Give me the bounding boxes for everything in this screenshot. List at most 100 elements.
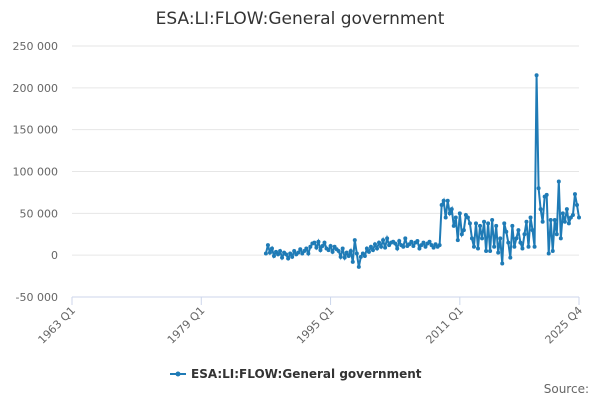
data-point: [350, 259, 355, 264]
data-point: [490, 218, 495, 223]
data-point: [421, 240, 426, 245]
data-point: [524, 219, 529, 224]
data-point: [379, 244, 384, 249]
data-point: [486, 221, 491, 226]
y-tick-label: 200 000: [13, 82, 59, 95]
data-point: [492, 244, 497, 249]
data-point: [465, 215, 470, 220]
data-point: [284, 252, 289, 257]
data-point: [330, 249, 335, 254]
data-point: [552, 218, 557, 223]
data-point: [498, 236, 503, 241]
y-tick-label: -50 000: [16, 291, 58, 304]
data-point: [455, 238, 460, 243]
data-point: [415, 238, 420, 243]
y-tick-label: 0: [51, 249, 58, 262]
data-point: [271, 254, 276, 259]
data-point: [478, 223, 483, 228]
x-tick-label: 2025 Q4: [543, 304, 586, 347]
data-point: [488, 248, 493, 253]
data-point: [381, 238, 386, 243]
data-point: [403, 236, 408, 241]
data-point: [326, 248, 331, 253]
data-point: [370, 248, 375, 253]
data-point: [484, 248, 489, 253]
y-tick-label: 250 000: [13, 40, 59, 53]
data-point: [550, 248, 555, 253]
data-point: [276, 252, 281, 257]
data-point: [512, 244, 517, 249]
data-point: [496, 250, 501, 255]
data-point: [298, 247, 303, 252]
data-point: [322, 240, 327, 245]
data-point: [520, 246, 525, 251]
data-point: [328, 243, 333, 248]
y-tick-label: 100 000: [13, 166, 59, 179]
data-point: [312, 240, 317, 245]
data-point: [471, 244, 476, 249]
data-point: [290, 254, 295, 259]
data-point: [577, 215, 581, 220]
data-point: [340, 246, 345, 251]
data-point: [280, 255, 285, 260]
data-point: [385, 236, 390, 241]
data-point: [364, 246, 369, 251]
data-point: [377, 240, 382, 245]
data-point: [265, 243, 270, 248]
data-point: [461, 228, 466, 233]
data-point: [546, 251, 551, 256]
x-tick-label: 1963 Q1: [36, 304, 79, 347]
data-point: [267, 250, 272, 255]
data-point: [314, 245, 319, 250]
data-point: [348, 248, 353, 253]
data-point: [286, 256, 291, 261]
data-point: [269, 246, 274, 251]
data-point: [288, 251, 293, 256]
data-point: [540, 219, 545, 224]
data-point: [292, 248, 297, 253]
data-point: [362, 254, 367, 259]
data-point: [574, 202, 579, 207]
data-point: [437, 243, 442, 248]
data-point: [441, 198, 446, 203]
data-point: [544, 192, 549, 197]
x-tick-label: 2011 Q1: [423, 304, 466, 347]
data-point: [342, 255, 347, 260]
data-point: [506, 240, 511, 245]
data-point: [366, 249, 371, 254]
data-point: [358, 254, 363, 259]
data-point: [522, 232, 527, 237]
data-point: [318, 248, 323, 253]
data-point: [352, 238, 357, 243]
x-tick-label: 1995 Q1: [294, 304, 337, 347]
data-point: [320, 243, 325, 248]
legend-marker: [175, 371, 181, 377]
data-point: [453, 215, 458, 220]
data-point: [570, 213, 575, 218]
data-point: [375, 246, 380, 251]
data-point: [395, 246, 400, 251]
data-point: [427, 239, 432, 244]
data-point: [451, 223, 456, 228]
data-point: [534, 73, 539, 78]
data-point: [504, 229, 509, 234]
data-point: [354, 251, 359, 256]
legend-label: ESA:LI:FLOW:General government: [191, 367, 422, 381]
data-point: [562, 219, 567, 224]
data-point: [368, 244, 373, 249]
data-point: [564, 207, 569, 212]
data-point: [393, 241, 398, 246]
x-tick-label: 1979 Q1: [165, 304, 208, 347]
data-point: [536, 186, 541, 191]
data-point: [500, 261, 505, 266]
data-point: [383, 245, 388, 250]
data-point: [447, 211, 452, 216]
data-point: [409, 239, 414, 244]
source: Source:: [544, 382, 589, 396]
data-point: [480, 236, 485, 241]
data-point: [336, 248, 341, 253]
y-tick-label: 50 000: [20, 207, 59, 220]
legend: ESA:LI:FLOW:General government: [170, 367, 422, 381]
data-point: [532, 244, 537, 249]
